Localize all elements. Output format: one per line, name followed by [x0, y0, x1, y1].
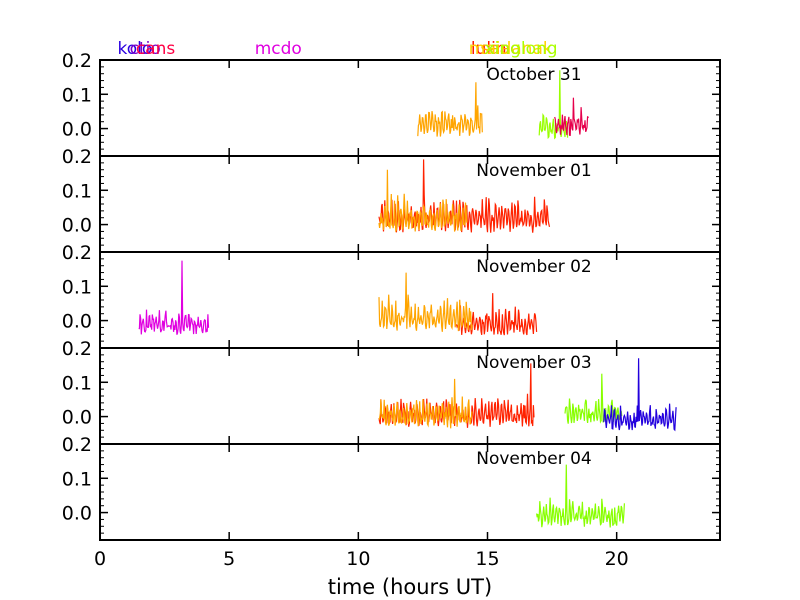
series-kolo-line: [603, 358, 677, 432]
x-tick-label: 15: [475, 548, 499, 570]
y-tick-label: 0.1: [62, 468, 92, 490]
series-saao-line: [378, 272, 473, 332]
y-tick-label: 0.1: [62, 372, 92, 394]
y-tick-label: 0.1: [62, 84, 92, 106]
panel-frame: [99, 443, 721, 541]
panel-title: November 04: [476, 449, 591, 469]
y-tick-label: 0.0: [62, 407, 92, 429]
panel-2: 0.0 0.1 0.2 November 01: [62, 146, 721, 253]
y-tick-label: 0.0: [62, 503, 92, 525]
series-xinglong-line: [564, 373, 623, 424]
panel-4: 0.0 0.1 0.2 November 03: [62, 338, 721, 445]
panel-title: November 02: [476, 257, 591, 277]
y-tick-label: 0.0: [62, 119, 92, 141]
panel-frame: [99, 155, 721, 253]
panel-frame: [99, 59, 721, 157]
panel-5: 0.0 0.1 0.2 November 04: [62, 434, 721, 541]
panel-title: November 01: [476, 161, 591, 181]
series-xinglong-line: [536, 464, 625, 528]
series-saao-line: [417, 82, 483, 137]
panel-title: October 31: [486, 65, 581, 85]
series-saao-line: [378, 169, 468, 233]
x-tick-label: 20: [605, 548, 629, 570]
site-label-cans: cans: [136, 39, 176, 59]
site-label-lulin: lulin: [471, 39, 507, 59]
series-lulin-line: [378, 363, 535, 428]
y-tick-label: 0.2: [62, 50, 92, 72]
panel-1: 0.0 0.1 0.2 October 31: [62, 50, 721, 157]
panel-frame: [99, 347, 721, 445]
y-tick-label: 0.0: [62, 215, 92, 237]
y-tick-label: 0.1: [62, 180, 92, 202]
site-label-maidanak: maidanak: [469, 39, 553, 59]
y-tick-label: 0.2: [62, 338, 92, 360]
site-label-mcdo: mcdo: [255, 39, 302, 59]
x-tick-label: 5: [223, 548, 235, 570]
y-tick-label: 0.1: [62, 276, 92, 298]
series-cans-line: [554, 97, 589, 136]
site-label-saao: saao: [480, 39, 520, 59]
y-tick-label: 0.2: [62, 434, 92, 456]
y-tick-label: 0.0: [62, 311, 92, 333]
series-saao-line: [378, 378, 473, 429]
x-tick-label: 0: [94, 548, 106, 570]
y-tick-label: 0.2: [62, 146, 92, 168]
y-tick-label: 0.2: [62, 242, 92, 264]
series-mcdo-line: [138, 260, 210, 335]
x-tick-label: 10: [346, 548, 370, 570]
panel-title: November 03: [476, 353, 591, 373]
site-label-ctio: ctio: [130, 39, 161, 59]
x-axis: 0 5 10 15 20: [94, 548, 629, 570]
series-lulin-line: [455, 293, 538, 336]
panel-3: 0.0 0.1 0.2 November 02: [62, 242, 721, 349]
site-label-kolo: kolo: [117, 39, 152, 59]
x-axis-title: time (hours UT): [328, 575, 492, 599]
site-label-xinglong: xinglong: [485, 39, 558, 59]
